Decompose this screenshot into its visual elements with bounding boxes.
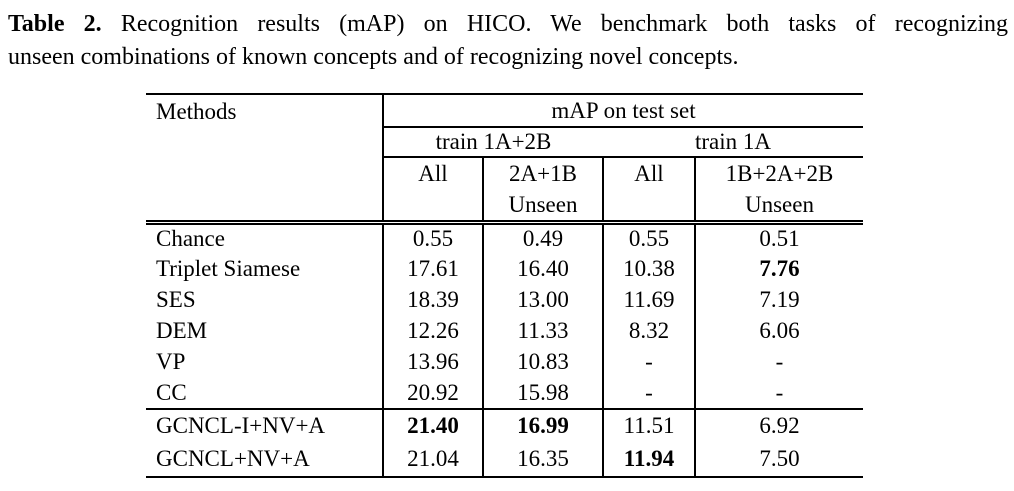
- header-row-top: Methods mAP on test set: [146, 94, 863, 225]
- value-cell: 16.40: [482, 253, 603, 285]
- value-cell: -: [602, 346, 695, 378]
- value-cell: 21.40: [383, 407, 483, 443]
- table-row-gcncl-i-nv-a: GCNCL-I+NV+A 21.40 16.99 11.51 6.92: [146, 407, 863, 443]
- value-cell: 12.26: [407, 318, 459, 343]
- col-header-line1: 1B+2A+2B: [725, 161, 834, 186]
- value-cell: 7.19: [694, 284, 863, 316]
- value-cell: -: [694, 377, 863, 409]
- value-cell: 6.92: [694, 407, 863, 443]
- col-header-line1: 2A+1B: [509, 161, 577, 186]
- col-header-line2: Unseen: [508, 192, 578, 217]
- table-row-gcncl-nv-a: GCNCL+NV+A 21.04 16.35 11.94 7.50: [146, 442, 863, 477]
- value-cell: 0.49: [482, 222, 603, 254]
- caption-label: Table 2.: [8, 11, 102, 37]
- value-cell: 6.06: [694, 315, 863, 347]
- value-cell: 0.55: [602, 222, 695, 254]
- value-cell: 0.55: [412, 226, 454, 252]
- value-cell: 11.33: [482, 315, 603, 347]
- col-header-line1: All: [418, 161, 448, 186]
- table-row-dem: DEM 12.26 11.33 8.32 6.06: [146, 315, 863, 347]
- value-cell: -: [602, 377, 695, 409]
- value-cell: 7.76: [694, 253, 863, 285]
- value-cell: 8.32: [602, 315, 695, 347]
- caption-line-1: Table 2. Recognition results (mAP) on HI…: [8, 8, 1008, 41]
- value-cell: 13.00: [482, 284, 603, 316]
- value-cell: -: [694, 346, 863, 378]
- value-cell: 20.92: [407, 379, 459, 405]
- table-row-cc: CC 20.92 15.98 - -: [146, 377, 863, 409]
- caption-line-2: unseen combinations of known concepts an…: [8, 44, 739, 70]
- table-row-ses: SES 18.39 13.00 11.69 7.19: [146, 284, 863, 316]
- group-header-train-1a: train 1A: [603, 127, 863, 158]
- methods-header: Methods: [146, 94, 384, 225]
- value-cell: 21.04: [407, 446, 459, 471]
- method-cell: GCNCL+NV+A: [146, 442, 384, 477]
- col-header-1b-2a-2b-unseen: 1B+2A+2B Unseen: [694, 157, 863, 225]
- value-cell: 16.99: [482, 407, 603, 443]
- header-row-groups: train 1A+2B train 1A: [146, 127, 863, 158]
- value-cell: 7.50: [694, 442, 863, 477]
- value-cell: 17.61: [407, 256, 459, 281]
- value-cell: 11.51: [602, 407, 695, 443]
- value-cell: 11.94: [602, 442, 695, 477]
- method-cell: SES: [146, 284, 384, 316]
- table-row-chance: Chance 0.55 0.49 0.55 0.51: [146, 222, 863, 254]
- method-cell: DEM: [146, 315, 384, 347]
- table-caption: Table 2. Recognition results (mAP) on HI…: [8, 8, 1008, 74]
- method-cell: GCNCL-I+NV+A: [146, 407, 384, 443]
- method-cell: Chance: [146, 222, 384, 254]
- col-header-2a-1b-unseen: 2A+1B Unseen: [482, 157, 603, 225]
- col-header-all-1: All: [383, 157, 483, 225]
- col-header-line1: All: [634, 161, 664, 186]
- value-cell: 18.39: [407, 287, 459, 312]
- method-cell: Triplet Siamese: [146, 253, 384, 285]
- method-cell: CC: [146, 377, 384, 409]
- table-row-triplet-siamese: Triplet Siamese 17.61 16.40 10.38 7.76: [146, 253, 863, 285]
- group-header-train-1a-2b: train 1A+2B: [383, 127, 603, 158]
- caption-text-1: Recognition results (mAP) on HICO. We be…: [120, 11, 1009, 37]
- value-cell: 10.38: [602, 253, 695, 285]
- table-row-vp: VP 13.96 10.83 - -: [146, 346, 863, 378]
- value-cell: 10.83: [482, 346, 603, 378]
- col-header-all-2: All: [602, 157, 695, 225]
- value-cell: 16.35: [482, 442, 603, 477]
- map-on-test-set-header: mAP on test set: [383, 94, 863, 128]
- value-cell: 0.51: [694, 222, 863, 254]
- col-header-line2: Unseen: [745, 192, 814, 217]
- results-table: Methods mAP on test set train 1A+2B trai…: [146, 93, 863, 478]
- header-row-columns: All 2A+1B Unseen All 1B+2A+2B Unseen: [146, 157, 863, 225]
- method-cell: VP: [146, 346, 384, 378]
- value-cell: 15.98: [482, 377, 603, 409]
- value-cell: 11.69: [602, 284, 695, 316]
- value-cell: 13.96: [407, 349, 459, 374]
